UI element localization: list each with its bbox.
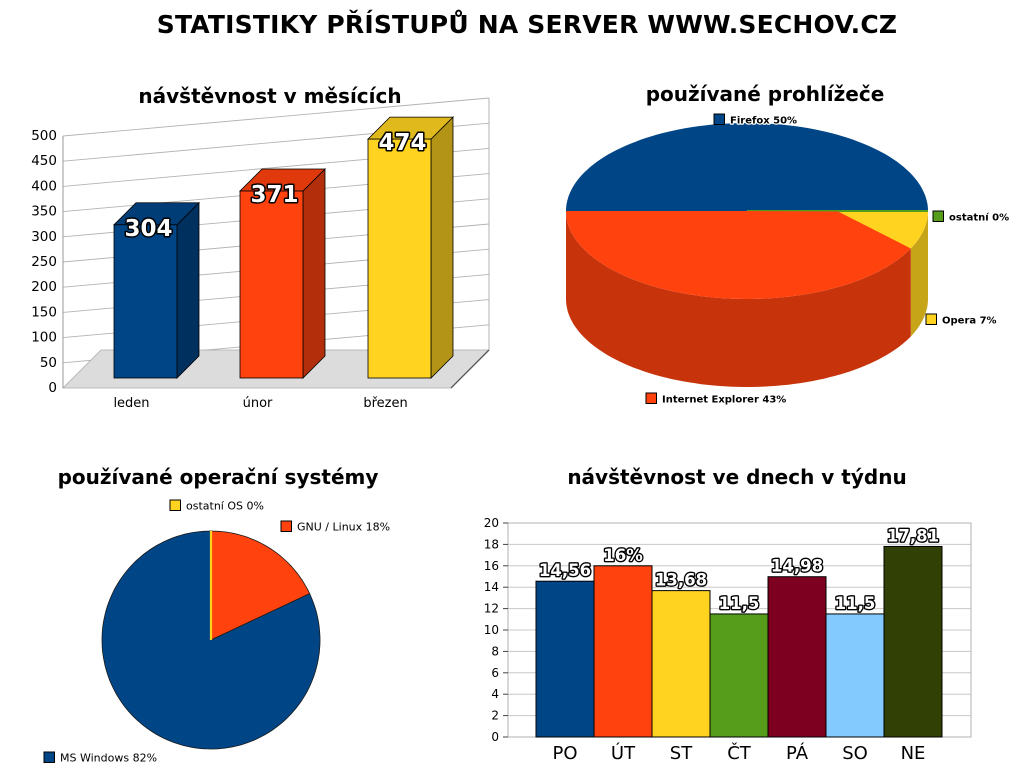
floor-right-edge (450, 349, 490, 389)
bar-side-face (176, 201, 200, 379)
pie-slice-firefox (566, 123, 928, 211)
bar-NE (883, 545, 943, 738)
bar-březen (367, 116, 454, 379)
y-tick-label: 16 (484, 559, 499, 573)
legend-item-gnu-linux: GNU / Linux 18% (280, 520, 390, 534)
legend-swatch (43, 751, 55, 763)
pie-rim-opera (910, 211, 928, 337)
page-title: STATISTIKY PŘÍSTUPŮ NA SERVER WWW.SECHOV… (156, 10, 898, 39)
legend-swatch (169, 499, 181, 511)
legend-item-ostatn-os: ostatní OS 0% (169, 499, 264, 513)
y-tick-label: 100 (31, 330, 57, 346)
bar-ČT (709, 613, 769, 738)
y-tick-label: 450 (31, 153, 57, 169)
bar-side-face (302, 168, 326, 379)
legend-label: ostatní OS 0% (186, 500, 264, 513)
x-category-label: PÁ (786, 742, 809, 764)
bar-value-label: 16% (603, 546, 643, 565)
x-category-label: únor (243, 396, 273, 411)
legend-label: GNU / Linux 18% (297, 521, 390, 534)
bar-value-label: 17,81 (887, 526, 939, 545)
x-category-label: ÚT (611, 742, 636, 764)
chart-title-os: používané operační systémy (57, 465, 379, 489)
legend-swatch (645, 392, 657, 404)
bar-front-face (239, 190, 304, 379)
bar-leden (113, 201, 200, 379)
bar-value-label: 14,56 (539, 561, 591, 580)
bar-front-face (113, 224, 178, 379)
legend-item-internet-explorer: Internet Explorer 43% (645, 392, 787, 407)
bar-ST (651, 590, 711, 738)
legend-swatch (280, 520, 292, 532)
bar-ÚT (593, 565, 653, 738)
bar-value-label: 11,5 (719, 594, 760, 613)
bar-front-face (367, 138, 432, 379)
y-tick-label: 500 (31, 128, 57, 144)
y-tick-label: 18 (484, 537, 499, 551)
y-tick-label: 12 (484, 602, 499, 616)
y-tick-label: 150 (31, 304, 57, 320)
x-category-label: SO (842, 743, 868, 764)
chart-title-browsers: používané prohlížeče (645, 82, 885, 106)
legend-item-opera: Opera 7% (925, 313, 998, 328)
gridline (62, 97, 490, 137)
y-tick-label: 200 (31, 279, 57, 295)
y-tick-label: 14 (484, 580, 499, 594)
y-tick-label: 8 (491, 644, 499, 658)
legend-item-ms-windows: MS Windows 82% (43, 751, 157, 765)
pie-slice-gnu-linux (210, 530, 311, 641)
x-category-label: NE (901, 743, 926, 764)
legend-label: Opera 7% (942, 316, 997, 327)
bar-únor (239, 168, 326, 379)
pie-slice-internet-explorer (566, 211, 911, 299)
legend-swatch (713, 113, 725, 125)
y-tick-label: 10 (484, 623, 499, 637)
legend-label: Firefox 50% (730, 116, 797, 127)
bar-value-label: 371 (250, 182, 298, 208)
x-category-label: březen (363, 396, 407, 411)
y-tick-label: 2 (491, 709, 499, 723)
y-tick-label: 20 (484, 516, 499, 530)
legend-swatch (925, 313, 937, 325)
y-tick-label: 50 (40, 355, 57, 371)
chart-browsers: Firefox 50% ostatní 0% Opera 7% Internet Ex… (566, 113, 1010, 407)
y-tick-label: 250 (31, 254, 57, 270)
chart-months: 0 50 100 150 200 250 300 350 400 450 500 304 leden 37… (31, 97, 490, 411)
y-tick-label: 4 (491, 687, 499, 701)
bar-value-label: 14,98 (771, 557, 823, 576)
legend-label: MS Windows 82% (60, 752, 157, 765)
y-tick-label: 0 (48, 380, 57, 396)
y-tick-label: 400 (31, 178, 57, 194)
bar-value-label: 11,5 (835, 594, 876, 613)
y-tick-label: 300 (31, 229, 57, 245)
y-tick-label: 0 (491, 730, 499, 744)
legend-label: Internet Explorer 43% (662, 395, 786, 406)
x-category-label: ČT (727, 742, 752, 764)
bar-SO (825, 613, 885, 738)
legend-label: ostatní 0% (949, 212, 1009, 224)
x-category-label: PO (552, 743, 577, 764)
chart-weekdays: 0 2 4 6 8 10 12 14 16 18 20 14,56 PO 16% ÚT 13,68 ST 11,5… (484, 516, 972, 764)
chart-title-months: návštěvnost v měsících (138, 84, 402, 108)
bar-value-label: 13,68 (655, 571, 707, 590)
legend-swatch (932, 210, 944, 222)
x-category-label: ST (670, 743, 693, 764)
bar-side-face (430, 116, 454, 379)
chart-title-weekdays: návštěvnost ve dnech v týdnu (567, 465, 907, 489)
legend-item-ostatn-: ostatní 0% (932, 210, 1010, 225)
bar-PO (535, 580, 595, 738)
y-tick-label: 6 (491, 666, 499, 680)
pie-rim-internet-explorer (566, 211, 911, 387)
bar-PÁ (767, 576, 827, 738)
y-tick-label: 350 (31, 204, 57, 220)
bar-value-label: 474 (378, 130, 426, 156)
bar-value-label: 304 (124, 216, 172, 242)
legend-item-firefox: Firefox 50% (713, 113, 798, 128)
chart-os: ostatní OS 0% GNU / Linux 18% MS Windows 8… (43, 499, 390, 765)
x-category-label: leden (113, 396, 149, 411)
